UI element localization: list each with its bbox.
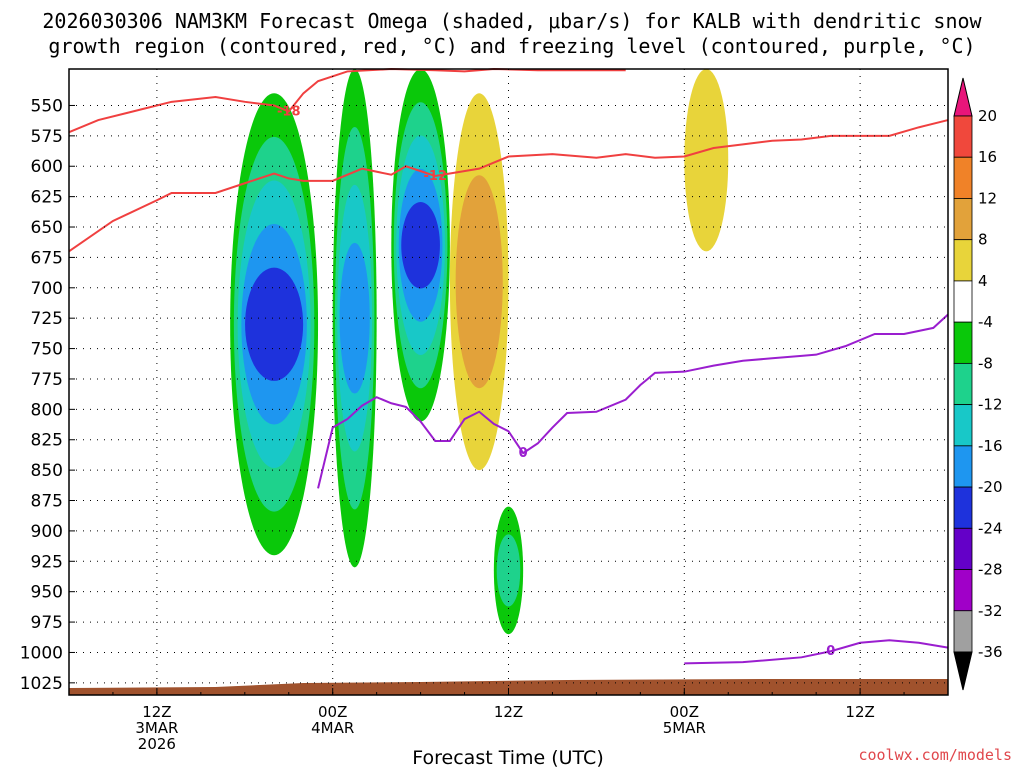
colorbar-cap-top	[953, 77, 973, 117]
omega-shading	[69, 69, 948, 695]
omega-band	[339, 242, 370, 394]
y-tick-label: 725	[31, 309, 63, 329]
y-tick-label: 575	[31, 127, 63, 147]
colorbar-label: -36	[978, 643, 1003, 661]
colorbar-label: -24	[978, 519, 1003, 537]
y-axis: 550 575 600 625 650 675 700 725 750 775 800 825 850 8…	[20, 96, 75, 694]
shaded-region-4	[449, 93, 509, 471]
colorbar-label: 4	[978, 272, 988, 290]
credit-text: coolwx.com/models	[858, 746, 1012, 764]
contour-label-2: -12	[424, 169, 448, 184]
colorbar-swatch	[953, 362, 973, 406]
y-tick-label: 1025	[20, 674, 63, 694]
omega-band	[401, 202, 440, 289]
contour-label-3: 0	[519, 446, 528, 461]
colorbar-swatch	[953, 198, 973, 241]
y-tick-label: 600	[31, 157, 63, 177]
contour-label-4: 0	[826, 644, 835, 659]
colorbar: 20 16 12 8 4 -4 -8 -12 -16 -20 -24 -28 -32 -36	[953, 77, 1003, 691]
x-tick-label: 2026	[138, 735, 176, 753]
y-tick-label: 700	[31, 279, 63, 299]
colorbar-label: -16	[978, 437, 1003, 455]
shaded-region-1	[230, 93, 319, 556]
x-tick-label: 4MAR	[311, 719, 354, 737]
shaded-region-3	[391, 69, 450, 422]
omega-band	[496, 534, 521, 607]
y-tick-label: 925	[31, 552, 63, 572]
contours-layer: -18 -12 0 0	[68, 67, 949, 665]
y-tick-label: 1000	[20, 643, 63, 663]
shaded-region-2	[332, 69, 377, 568]
colorbar-label: -8	[978, 354, 993, 372]
x-tick-label: 3MAR	[135, 719, 178, 737]
colorbar-swatch	[953, 610, 973, 653]
y-tick-label: 675	[31, 248, 63, 268]
y-tick-label: 800	[31, 400, 63, 420]
colorbar-label: -32	[978, 602, 1003, 620]
colorbar-swatch	[953, 239, 973, 282]
colorbar-label: -4	[978, 313, 993, 331]
contour-line-1	[68, 67, 626, 134]
shaded-region-5	[684, 69, 729, 252]
y-tick-label: 975	[31, 613, 63, 633]
colorbar-swatch	[953, 280, 973, 323]
colorbar-label: 12	[978, 189, 997, 207]
colorbar-swatch	[953, 445, 973, 488]
y-tick-label: 825	[31, 431, 63, 451]
title-line-1: 2026030306 NAM3KM Forecast Omega (shaded…	[42, 9, 982, 33]
y-tick-label: 950	[31, 583, 63, 603]
y-tick-label: 775	[31, 370, 63, 390]
colorbar-swatch	[953, 527, 973, 570]
colorbar-label: 20	[978, 107, 997, 125]
contour-line-2	[68, 119, 949, 253]
colorbar-swatch	[953, 486, 973, 529]
omega-band	[684, 69, 729, 252]
x-tick-label: 12Z	[494, 703, 523, 721]
y-tick-label: 850	[31, 461, 63, 481]
colorbar-label: -12	[978, 396, 1003, 414]
contour-line-4	[684, 639, 949, 665]
x-tick-label: 12Z	[845, 703, 874, 721]
colorbar-label: -28	[978, 561, 1003, 579]
omega-band	[455, 175, 503, 389]
title-line-2: growth region (contoured, red, °C) and f…	[48, 34, 975, 58]
contour-label-1: -18	[277, 105, 301, 120]
y-tick-label: 625	[31, 188, 63, 208]
x-tick-label: 00Z	[318, 703, 347, 721]
x-tick-label: 12Z	[142, 703, 171, 721]
terrain	[69, 679, 948, 695]
x-axis-title: Forecast Time (UTC)	[412, 747, 603, 768]
colorbar-swatch	[953, 569, 973, 612]
colorbar-swatch	[953, 156, 973, 199]
colorbar-swatch	[953, 115, 973, 158]
colorbar-swatch	[953, 321, 973, 364]
omega-band	[245, 267, 304, 381]
grid	[69, 69, 948, 695]
x-tick-label: 5MAR	[663, 719, 706, 737]
y-tick-label: 550	[31, 96, 63, 116]
y-tick-label: 650	[31, 218, 63, 238]
colorbar-label: 8	[978, 231, 988, 249]
y-tick-label: 900	[31, 522, 63, 542]
colorbar-cap-bottom	[953, 651, 973, 691]
contour-line-3	[317, 313, 949, 489]
shaded-region-6	[493, 506, 524, 635]
colorbar-label: -20	[978, 478, 1003, 496]
colorbar-swatch	[953, 404, 973, 447]
x-tick-label: 00Z	[670, 703, 699, 721]
y-tick-label: 875	[31, 492, 63, 512]
y-tick-label: 750	[31, 340, 63, 360]
colorbar-label: 16	[978, 148, 997, 166]
